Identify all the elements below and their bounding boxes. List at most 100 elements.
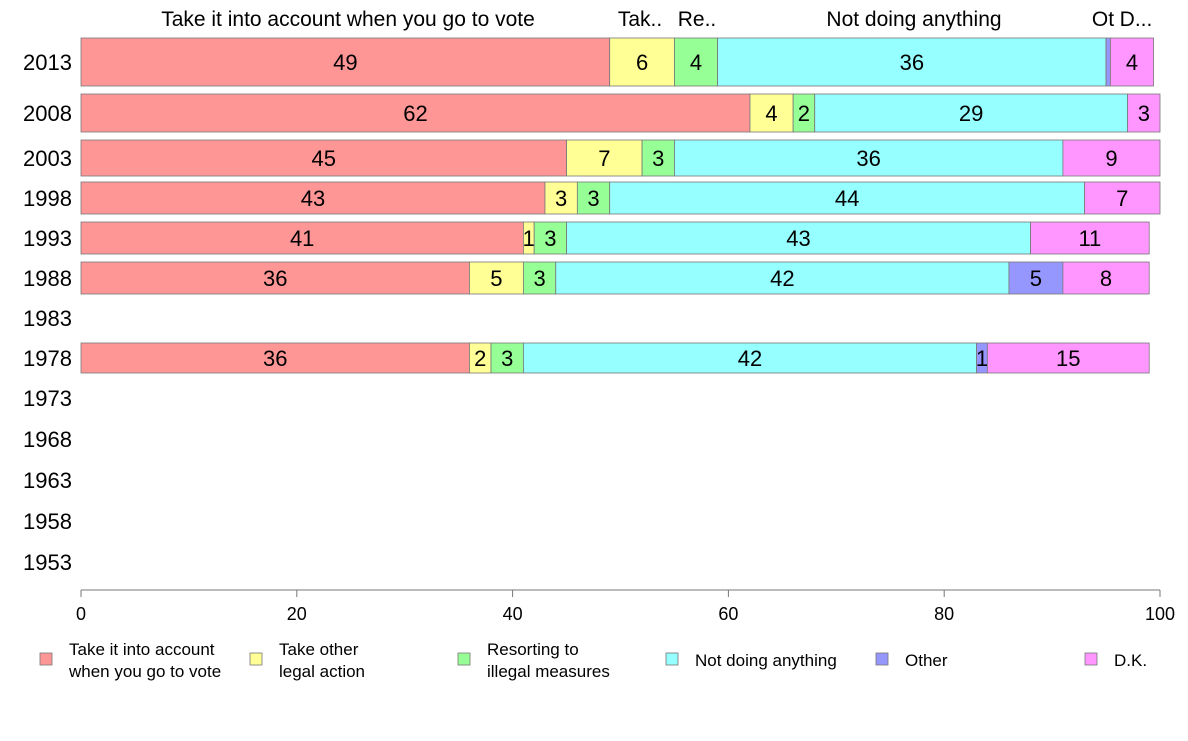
data-label: 4 <box>765 101 777 126</box>
legend-label: when you go to vote <box>68 662 221 681</box>
legend-label: Take it into account <box>69 640 215 659</box>
data-label: 43 <box>786 226 810 251</box>
bar-segment <box>544 181 578 215</box>
bar-segment <box>814 93 1129 133</box>
legend-swatch <box>457 652 471 666</box>
data-label: 6 <box>636 50 648 75</box>
year-label: 2013 <box>23 50 72 75</box>
data-label: 1 <box>523 226 535 251</box>
legend-swatch <box>249 652 263 666</box>
data-label: 42 <box>738 346 762 371</box>
series-top-label: Re.. <box>678 8 717 31</box>
x-tick-label: 40 <box>503 604 523 624</box>
bar-segment <box>641 139 675 177</box>
data-label: 42 <box>770 266 794 291</box>
y-axis-tick-labels: 2013 2008 2003 1998 1993 1988 1983 1978 1973 1968… <box>23 50 72 575</box>
year-label: 2003 <box>23 146 72 171</box>
data-label: 5 <box>1030 266 1042 291</box>
x-tick-label: 60 <box>718 604 738 624</box>
series-top-label: Ot <box>1092 8 1114 31</box>
data-label: 3 <box>501 346 513 371</box>
legend-label: Not doing anything <box>695 651 837 670</box>
data-label: 44 <box>835 186 859 211</box>
bar-segment <box>555 261 1010 295</box>
data-label: 3 <box>587 186 599 211</box>
bar-segment <box>566 221 1031 255</box>
bar-segment <box>80 261 470 295</box>
legend-swatch <box>1084 652 1098 666</box>
data-label: 2 <box>798 101 810 126</box>
legend-swatch <box>665 652 679 666</box>
data-label: 3 <box>544 226 556 251</box>
x-axis: 0 20 40 60 80 100 <box>76 589 1175 624</box>
data-label: 9 <box>1105 146 1117 171</box>
bar-segment <box>566 139 643 177</box>
bar-segment <box>80 37 611 87</box>
bar-segment <box>986 342 1150 374</box>
legend-label: D.K. <box>1114 651 1147 670</box>
legend-label: Resorting to <box>487 640 579 659</box>
year-label: 1978 <box>23 346 72 371</box>
year-label: 1968 <box>23 427 72 452</box>
data-label: 62 <box>403 101 427 126</box>
data-label: 41 <box>290 226 314 251</box>
data-label: 3 <box>555 186 567 211</box>
legend-label: illegal measures <box>487 662 610 681</box>
legend-label: Take other <box>279 640 359 659</box>
data-label: 3 <box>1138 101 1150 126</box>
data-label: 43 <box>301 186 325 211</box>
x-tick-label: 0 <box>76 604 86 624</box>
series-top-labels: Take it into account when you go to vote… <box>161 8 1152 31</box>
x-tick-label: 100 <box>1145 604 1175 624</box>
data-label: 36 <box>900 50 924 75</box>
year-label: 1973 <box>23 386 72 411</box>
legend-label: legal action <box>279 662 365 681</box>
legend-label: Other <box>905 651 948 670</box>
year-label: 1993 <box>23 226 72 251</box>
data-label: 3 <box>533 266 545 291</box>
bar-segment <box>1030 221 1150 255</box>
series-top-label: Take it into account when you go to vote <box>161 8 535 31</box>
bar-segment <box>1105 37 1111 87</box>
bar-segment <box>469 261 524 295</box>
data-label: 29 <box>959 101 983 126</box>
data-label: 11 <box>1078 226 1101 251</box>
data-label: 36 <box>263 266 287 291</box>
bar-segment <box>80 181 546 215</box>
bar-segment <box>576 181 611 215</box>
bar-segment <box>1062 261 1150 295</box>
legend-swatch <box>39 652 53 666</box>
data-label: 8 <box>1100 266 1112 291</box>
bar-segment <box>749 93 794 133</box>
x-tick-label: 20 <box>287 604 307 624</box>
data-label: 3 <box>652 146 664 171</box>
year-label: 1988 <box>23 266 72 291</box>
data-label: 49 <box>333 50 357 75</box>
x-tick-label: 80 <box>934 604 954 624</box>
year-label: 1983 <box>23 306 72 331</box>
bar-segment <box>522 342 977 374</box>
legend: Take it into account when you go to vote T… <box>39 640 1147 681</box>
bar-segment <box>609 181 1085 215</box>
year-label: 1963 <box>23 468 72 493</box>
data-label: 45 <box>312 146 336 171</box>
bar-segment <box>522 261 557 295</box>
data-label: 36 <box>856 146 880 171</box>
data-label: 15 <box>1056 346 1080 371</box>
data-label: 4 <box>690 50 702 75</box>
bar-segment <box>1127 93 1161 133</box>
year-label: 1953 <box>23 550 72 575</box>
bar-segment <box>1062 139 1161 177</box>
bar-segment <box>1109 37 1154 87</box>
series-top-label: D... <box>1120 8 1153 31</box>
bar-segment <box>490 342 524 374</box>
data-label: 1 <box>976 346 988 371</box>
data-label: 4 <box>1126 50 1138 75</box>
bar-segment <box>674 37 719 87</box>
year-label: 2008 <box>23 101 72 126</box>
year-label: 1958 <box>23 509 72 534</box>
data-label: 36 <box>263 346 287 371</box>
series-top-label: Tak.. <box>618 8 662 31</box>
